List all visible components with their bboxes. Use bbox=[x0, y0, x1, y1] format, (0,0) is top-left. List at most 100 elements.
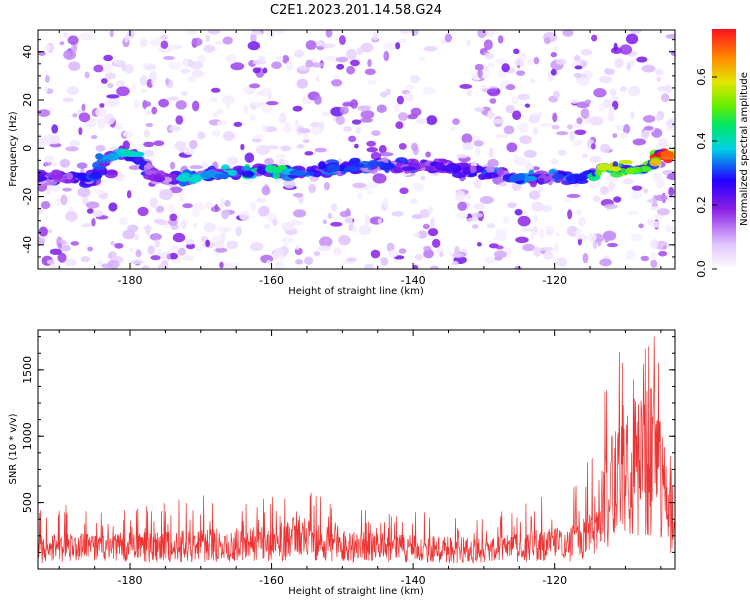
heatmap-cell bbox=[167, 96, 179, 101]
heatmap-cell bbox=[427, 228, 439, 237]
heatmap-cell bbox=[65, 146, 79, 152]
heatmap-cell bbox=[179, 191, 185, 203]
heatmap-cell bbox=[620, 168, 627, 174]
heatmap-cell bbox=[219, 261, 224, 269]
heatmap-cell bbox=[108, 253, 113, 259]
heatmap-cell bbox=[516, 70, 526, 76]
heatmap-cell bbox=[598, 102, 606, 112]
heatmap-cell bbox=[275, 260, 285, 269]
heatmap-cell bbox=[665, 120, 674, 126]
snr-ticks: -180 -160 -140 -120 500 1000 1500 bbox=[21, 330, 675, 587]
heatmap-cell bbox=[619, 44, 633, 55]
heatmap-cell bbox=[474, 63, 484, 71]
heatmap-cell bbox=[169, 125, 182, 132]
heatmap-cell bbox=[313, 251, 321, 257]
heatmap-cell bbox=[512, 153, 518, 160]
heatmap-cell bbox=[116, 86, 130, 97]
heatmap-cell bbox=[649, 158, 662, 167]
heatmap-cell bbox=[177, 247, 186, 256]
heatmap-cell bbox=[182, 203, 193, 209]
heatmap-cell bbox=[172, 232, 186, 243]
heatmap-cell bbox=[606, 242, 618, 248]
heatmap-cell bbox=[665, 33, 675, 40]
heatmap-cell bbox=[388, 249, 399, 258]
heatmap-cell bbox=[506, 142, 518, 153]
heatmap-cell bbox=[553, 242, 559, 253]
heatmap-cell bbox=[247, 41, 261, 51]
heatmap-cell bbox=[38, 109, 51, 117]
heatmap-cell bbox=[473, 140, 484, 147]
spectrogram-xlabel: Height of straight line (km) bbox=[288, 286, 424, 297]
heatmap-cell bbox=[315, 75, 320, 82]
heatmap-cell bbox=[514, 208, 523, 216]
heatmap-cell bbox=[612, 161, 619, 168]
heatmap-cell bbox=[38, 139, 46, 149]
heatmap-cell bbox=[160, 40, 169, 49]
heatmap-cell bbox=[104, 113, 115, 125]
heatmap-cell bbox=[63, 32, 69, 38]
heatmap-cell bbox=[577, 216, 587, 227]
heatmap-cell bbox=[552, 90, 560, 99]
heatmap-cell bbox=[521, 175, 538, 182]
spectrogram-ylabel: Frequency (Hz) bbox=[8, 111, 19, 187]
heatmap-cell bbox=[78, 112, 91, 123]
heatmap-cell bbox=[261, 124, 267, 133]
heatmap-cell bbox=[366, 183, 379, 189]
heatmap-cell bbox=[66, 85, 80, 96]
heatmap-cell bbox=[265, 167, 279, 174]
heatmap-cell bbox=[217, 226, 232, 233]
heatmap-cell bbox=[517, 93, 530, 101]
heatmap-cell bbox=[330, 221, 343, 227]
heatmap-cell bbox=[565, 176, 574, 182]
heatmap-cell bbox=[517, 122, 529, 134]
heatmap-cell bbox=[343, 126, 352, 132]
heatmap-cell bbox=[38, 236, 45, 246]
heatmap-cell bbox=[256, 166, 268, 175]
snr-xtick-label: -140 bbox=[401, 574, 426, 587]
heatmap-cell bbox=[191, 37, 203, 47]
heatmap-cell bbox=[574, 174, 588, 182]
heatmap-cell bbox=[271, 61, 282, 70]
heatmap-cell bbox=[101, 263, 114, 269]
heatmap-cell bbox=[599, 143, 611, 154]
heatmap-cell bbox=[65, 172, 74, 180]
heatmap-cell bbox=[222, 36, 233, 45]
heatmap-cell bbox=[489, 98, 497, 104]
heatmap-cell bbox=[197, 54, 206, 63]
heatmap-cell bbox=[114, 242, 124, 249]
heatmap-cell bbox=[631, 189, 642, 200]
heatmap-cell bbox=[473, 203, 486, 210]
heatmap-cell bbox=[72, 113, 78, 118]
heatmap-cell bbox=[133, 156, 144, 163]
heatmap-cell bbox=[233, 121, 243, 127]
heatmap-cell bbox=[541, 205, 553, 212]
heatmap-cell bbox=[655, 69, 664, 76]
heatmap-cell bbox=[51, 161, 58, 167]
heatmap-cell bbox=[81, 222, 92, 228]
heatmap-cell bbox=[294, 49, 304, 58]
heatmap-cell bbox=[360, 110, 375, 120]
heatmap-cell bbox=[104, 72, 117, 80]
heatmap-cell bbox=[483, 39, 493, 51]
heatmap-cell bbox=[45, 74, 50, 84]
heatmap-cell bbox=[145, 110, 152, 116]
heatmap-cell bbox=[151, 106, 158, 115]
heatmap-cell bbox=[38, 175, 48, 182]
heatmap-cell bbox=[553, 45, 558, 52]
colorbar-gradient bbox=[712, 29, 736, 269]
heatmap-cell bbox=[580, 61, 588, 68]
heatmap-cell bbox=[342, 102, 354, 107]
heatmap-cell bbox=[430, 217, 436, 228]
heatmap-cell bbox=[532, 246, 542, 257]
heatmap-cell bbox=[48, 107, 55, 113]
heatmap-cell bbox=[60, 245, 71, 252]
heatmap-cell bbox=[293, 170, 307, 177]
heatmap-cell bbox=[454, 190, 466, 202]
heatmap-cell bbox=[139, 38, 148, 48]
heatmap-cell bbox=[589, 155, 602, 163]
heatmap-cell bbox=[116, 80, 126, 88]
heatmap-cell bbox=[584, 99, 592, 105]
heatmap-cell bbox=[626, 210, 639, 216]
snr-ytick-label: 1500 bbox=[21, 356, 34, 384]
heatmap-cell bbox=[514, 265, 522, 269]
